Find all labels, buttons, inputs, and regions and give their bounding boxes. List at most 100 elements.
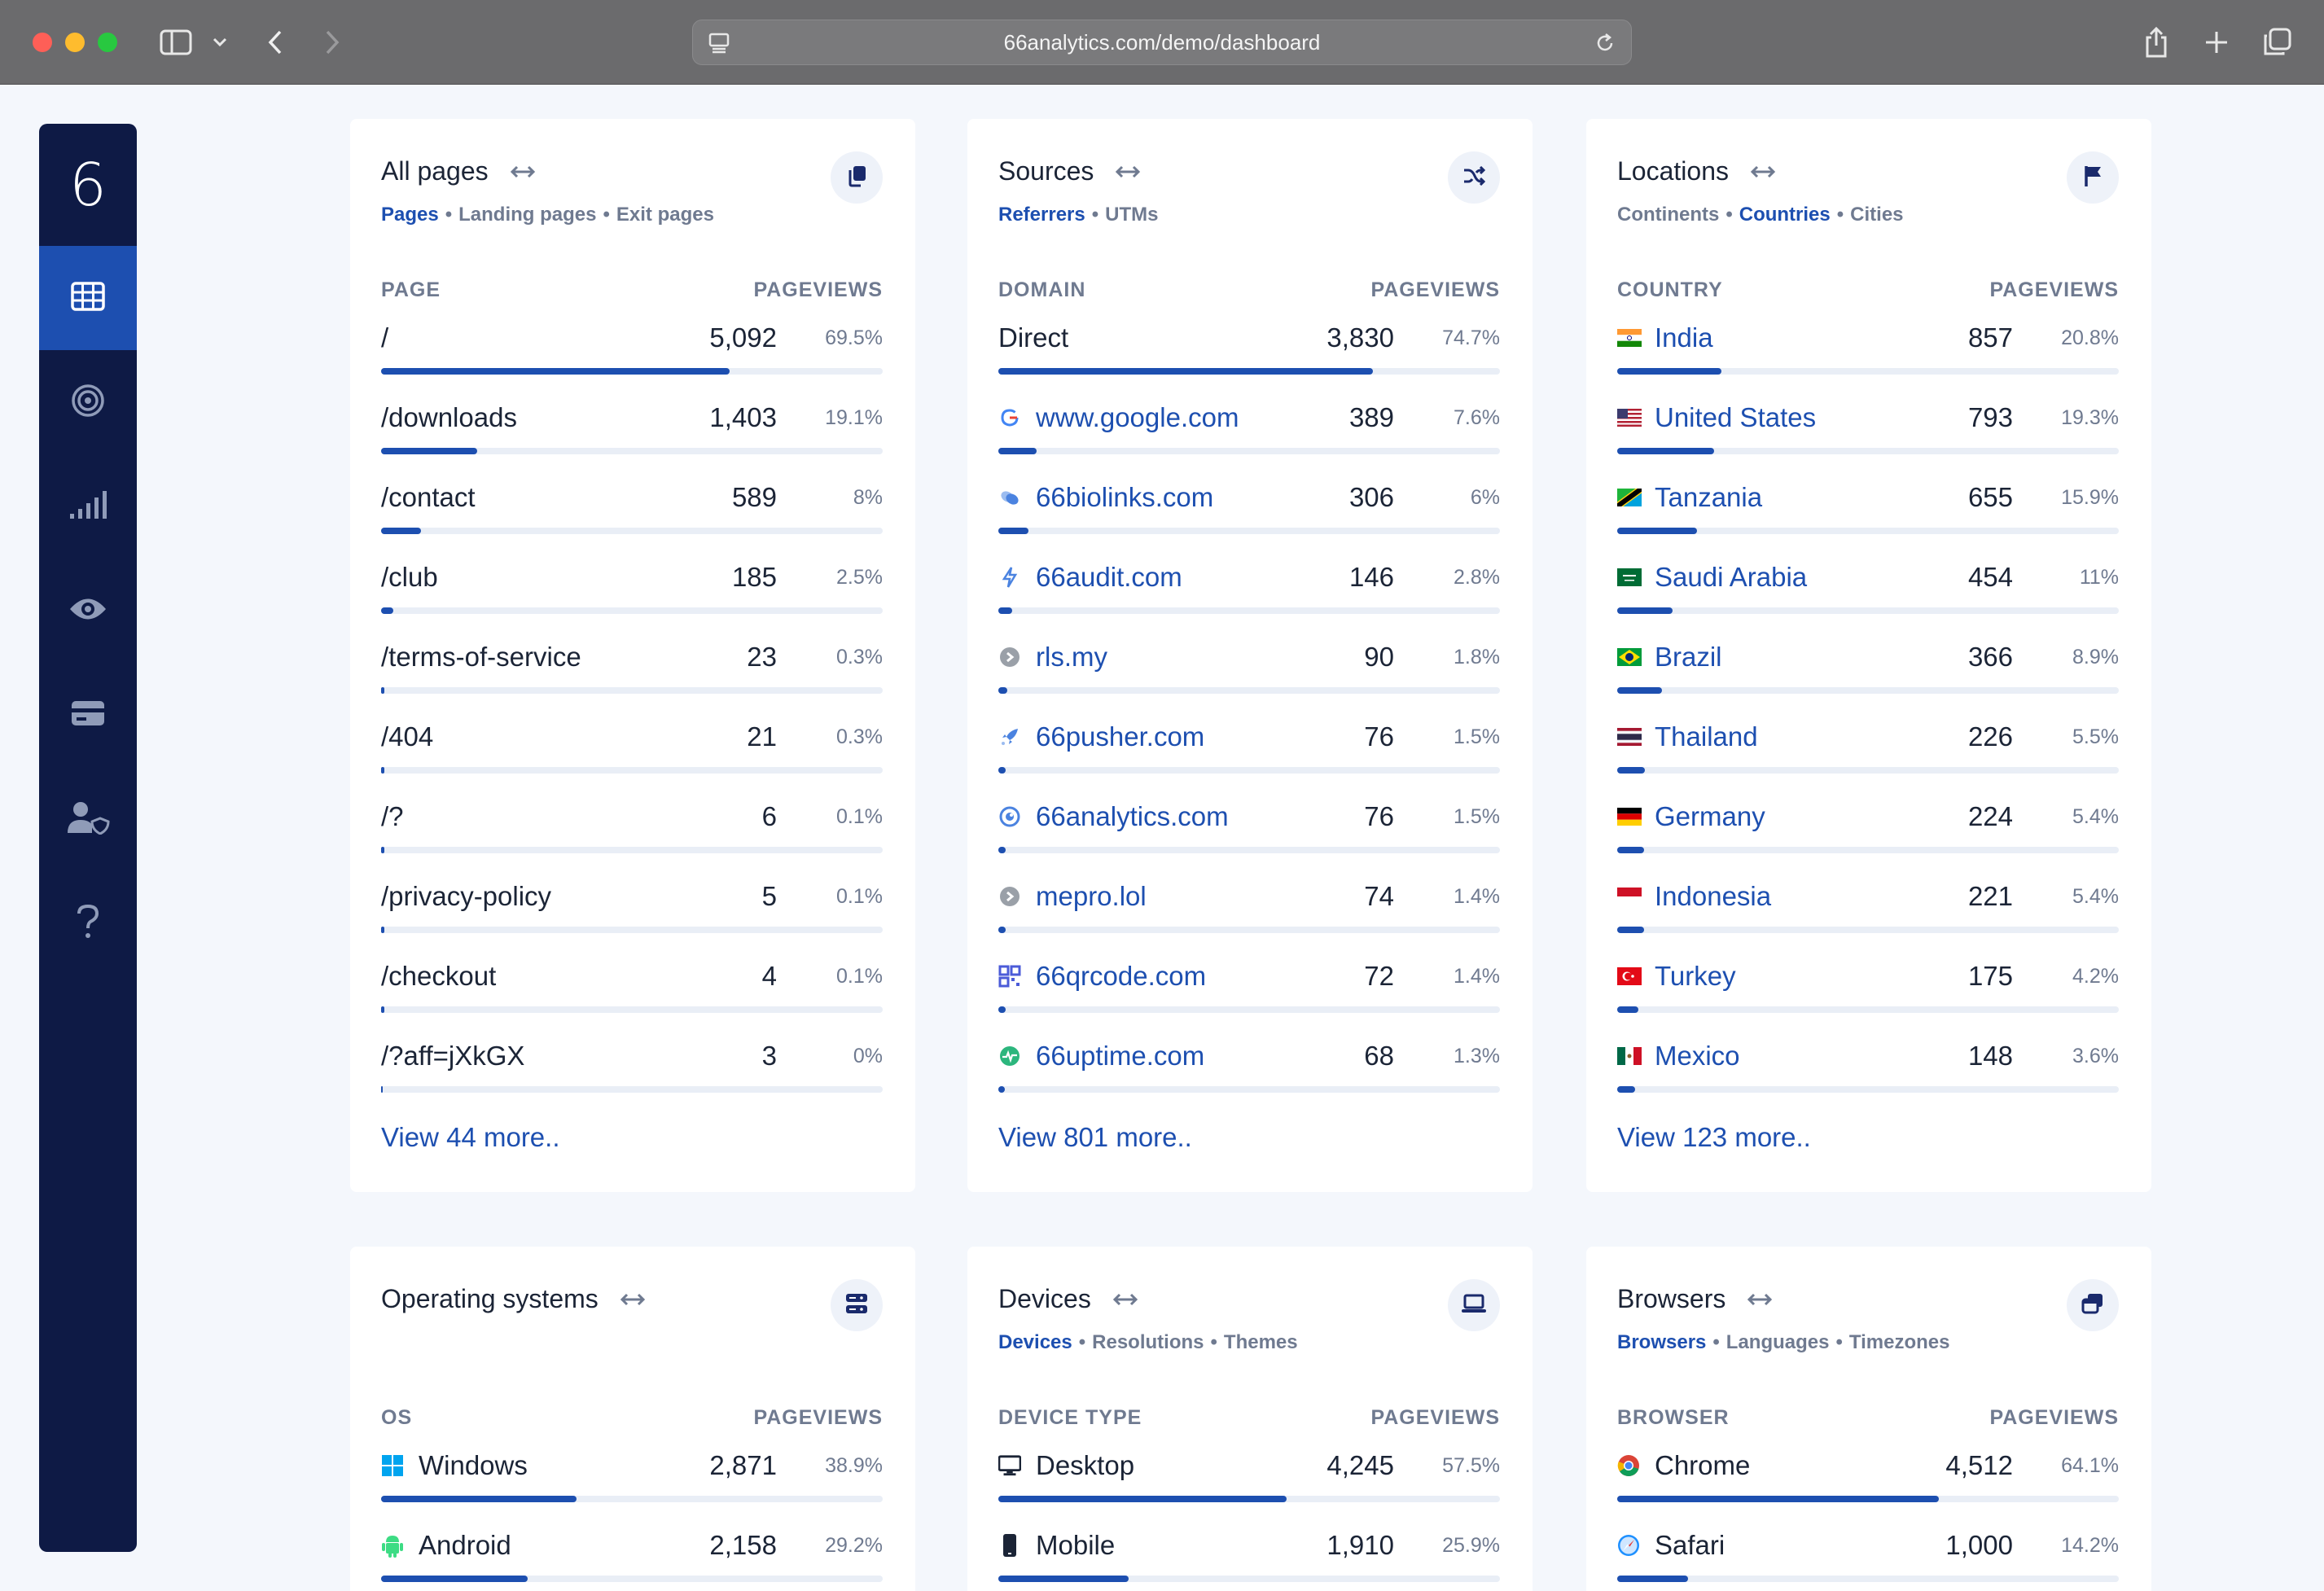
row-label[interactable]: Tanzania [1655,482,1763,512]
tab-countries[interactable]: Countries [1739,204,1831,226]
forward-icon[interactable] [316,23,349,62]
table-row[interactable]: Mexico 148 3.6% [1617,1037,2119,1117]
tab-resolutions[interactable]: Resolutions [1092,1331,1204,1353]
row-label[interactable]: Saudi Arabia [1655,562,1808,592]
table-row[interactable]: /downloads 1,403 19.1% [381,399,883,479]
row-label[interactable]: mepro.lol [1036,881,1147,911]
tab-utms[interactable]: UTMs [1105,204,1159,226]
table-row[interactable]: 66pusher.com 76 1.5% [998,718,1500,798]
share-icon[interactable] [2138,23,2174,62]
table-row[interactable]: rls.my 90 1.8% [998,638,1500,718]
table-row[interactable]: Germany 224 5.4% [1617,798,2119,878]
close-window-button[interactable] [33,33,52,52]
nav-billing[interactable] [39,663,137,767]
table-row[interactable]: Android 2,158 29.2% [381,1527,883,1591]
table-row[interactable]: Desktop 4,245 57.5% [998,1447,1500,1527]
view-more-link[interactable]: View 44 more.. [381,1122,560,1152]
laptop-button[interactable] [1448,1279,1500,1331]
row-label[interactable]: www.google.com [1036,402,1239,432]
table-row[interactable]: Brazil 366 8.9% [1617,638,2119,718]
view-more-link[interactable]: View 801 more.. [998,1122,1192,1152]
minimize-window-button[interactable] [65,33,85,52]
table-row[interactable]: Mobile 1,910 25.9% [998,1527,1500,1591]
server-button[interactable] [831,1279,883,1331]
table-row[interactable]: India 857 20.8% [1617,319,2119,399]
table-row[interactable]: United States 793 19.3% [1617,399,2119,479]
table-row[interactable]: /terms-of-service 23 0.3% [381,638,883,718]
swap-arrows-icon[interactable] [1112,1293,1138,1306]
table-row[interactable]: Thailand 226 5.5% [1617,718,2119,798]
table-row[interactable]: /? 6 0.1% [381,798,883,878]
row-label[interactable]: 66pusher.com [1036,721,1205,752]
windows-stack-button[interactable] [2067,1279,2119,1331]
view-more-link[interactable]: View 123 more.. [1617,1122,1811,1152]
nav-team[interactable] [39,767,137,871]
row-label[interactable]: 66analytics.com [1036,801,1229,831]
site-settings-icon[interactable] [708,32,730,60]
new-tab-icon[interactable] [2199,23,2234,62]
table-row[interactable]: 66analytics.com 76 1.5% [998,798,1500,878]
table-row[interactable]: mepro.lol 74 1.4% [998,878,1500,958]
row-label[interactable]: India [1655,322,1713,353]
table-row[interactable]: Direct 3,830 74.7% [998,319,1500,399]
tab-continents[interactable]: Continents [1617,204,1720,226]
table-row[interactable]: www.google.com 389 7.6% [998,399,1500,479]
reload-icon[interactable] [1594,32,1616,60]
tab-exit-pages[interactable]: Exit pages [616,204,714,226]
table-row[interactable]: Turkey 175 4.2% [1617,958,2119,1037]
row-label[interactable]: 66qrcode.com [1036,961,1207,991]
tab-referrers[interactable]: Referrers [998,204,1085,226]
chevron-down-icon[interactable] [208,23,231,62]
row-label[interactable]: Turkey [1655,961,1736,991]
row-label[interactable]: 66biolinks.com [1036,482,1214,512]
row-label[interactable]: 66audit.com [1036,562,1182,592]
row-label[interactable]: 66uptime.com [1036,1041,1205,1071]
tab-themes[interactable]: Themes [1223,1331,1298,1353]
table-row[interactable]: Tanzania 655 15.9% [1617,479,2119,559]
table-row[interactable]: Safari 1,000 14.2% [1617,1527,2119,1591]
table-row[interactable]: Chrome 4,512 64.1% [1617,1447,2119,1527]
nav-dashboard[interactable] [39,246,137,350]
tab-cities[interactable]: Cities [1850,204,1904,226]
nav-goals[interactable] [39,350,137,454]
tab-browsers[interactable]: Browsers [1617,1331,1707,1353]
row-label[interactable]: Thailand [1655,721,1758,752]
logo[interactable]: 6 [69,151,107,219]
table-row[interactable]: /404 21 0.3% [381,718,883,798]
table-row[interactable]: 66qrcode.com 72 1.4% [998,958,1500,1037]
row-label[interactable]: Indonesia [1655,881,1772,911]
table-row[interactable]: Indonesia 221 5.4% [1617,878,2119,958]
tab-pages[interactable]: Pages [381,204,439,226]
table-row[interactable]: /?aff=jXkGX 3 0% [381,1037,883,1117]
table-row[interactable]: 66biolinks.com 306 6% [998,479,1500,559]
swap-arrows-icon[interactable] [510,165,536,178]
swap-arrows-icon[interactable] [1115,165,1141,178]
table-row[interactable]: 66uptime.com 68 1.3% [998,1037,1500,1117]
tab-timezones[interactable]: Timezones [1848,1331,1950,1353]
table-row[interactable]: Windows 2,871 38.9% [381,1447,883,1527]
table-row[interactable]: /contact 589 8% [381,479,883,559]
address-bar[interactable]: 66analytics.com/demo/dashboard [692,20,1632,65]
table-row[interactable]: /privacy-policy 5 0.1% [381,878,883,958]
row-label[interactable]: United States [1655,402,1817,432]
table-row[interactable]: /club 185 2.5% [381,559,883,638]
tab-landing-pages[interactable]: Landing pages [458,204,597,226]
nav-visitors[interactable] [39,559,137,663]
tab-languages[interactable]: Languages [1725,1331,1830,1353]
sidebar-toggle-icon[interactable] [156,23,195,62]
copy-button[interactable] [831,151,883,204]
swap-arrows-icon[interactable] [1747,1293,1773,1306]
nav-help[interactable] [39,871,137,975]
tab-overview-icon[interactable] [2259,23,2295,62]
tab-devices[interactable]: Devices [998,1331,1072,1353]
row-label[interactable]: Germany [1655,801,1765,831]
swap-arrows-icon[interactable] [1750,165,1776,178]
maximize-window-button[interactable] [98,33,117,52]
back-icon[interactable] [259,23,292,62]
shuffle-button[interactable] [1448,151,1500,204]
table-row[interactable]: Saudi Arabia 454 11% [1617,559,2119,638]
flag-button[interactable] [2067,151,2119,204]
table-row[interactable]: 66audit.com 146 2.8% [998,559,1500,638]
row-label[interactable]: rls.my [1036,642,1107,672]
swap-arrows-icon[interactable] [620,1293,646,1306]
